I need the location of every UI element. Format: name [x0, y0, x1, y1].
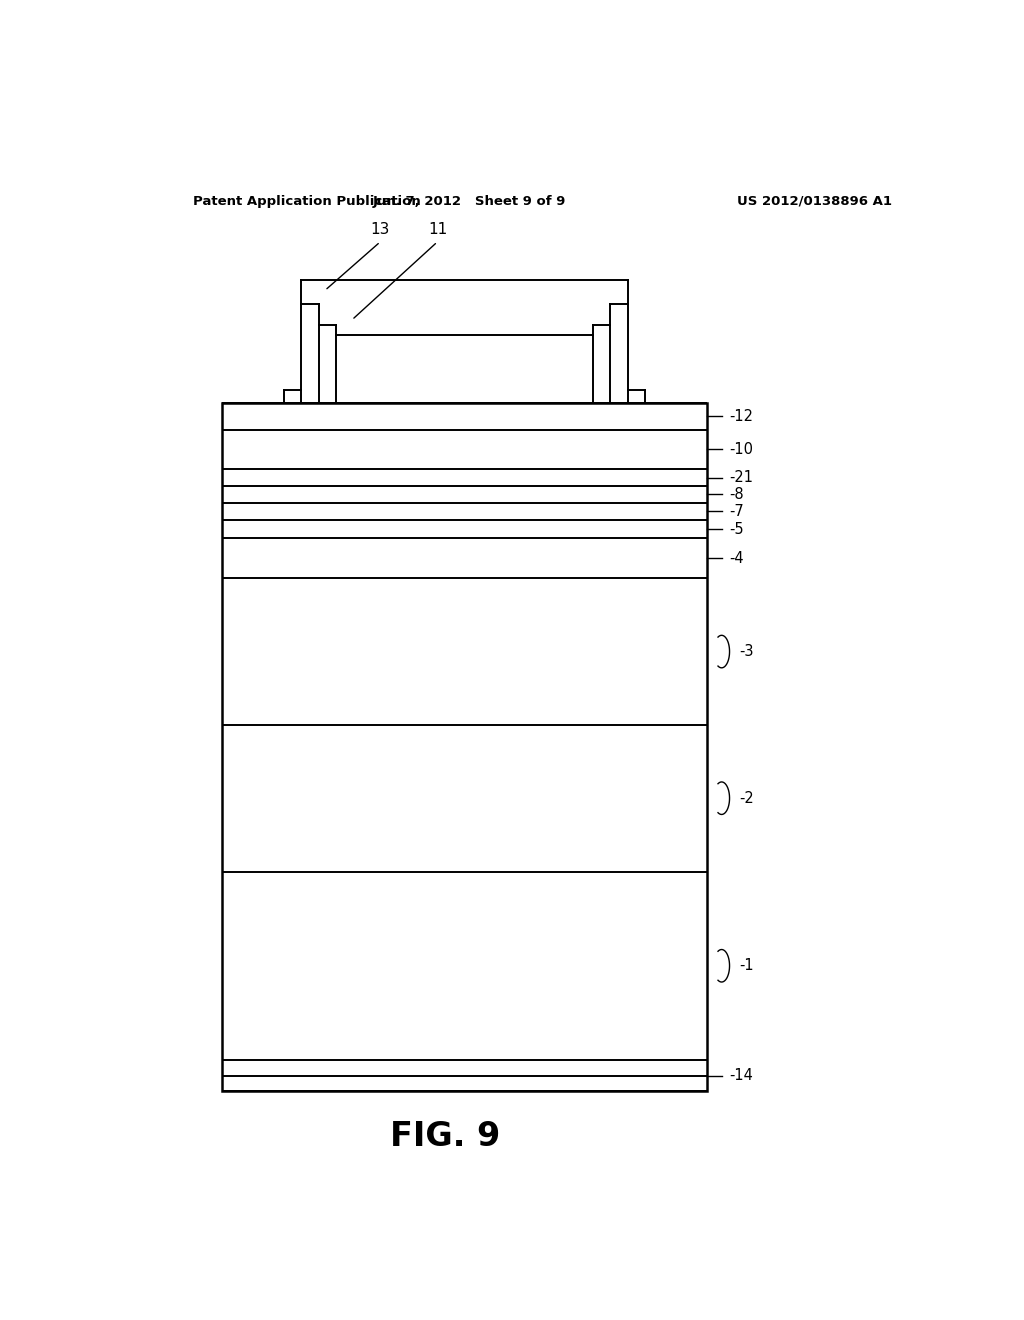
Text: -12: -12 [729, 409, 754, 424]
Bar [221, 404, 708, 1092]
Text: US 2012/0138896 A1: US 2012/0138896 A1 [737, 194, 892, 207]
Text: 13: 13 [371, 222, 390, 236]
Text: 11: 11 [428, 222, 447, 236]
Text: -8: -8 [729, 487, 744, 502]
Text: FIG. 9: FIG. 9 [390, 1119, 501, 1152]
Text: -14: -14 [729, 1068, 754, 1084]
Bar [221, 404, 708, 1092]
Bar [221, 486, 708, 503]
Text: Patent Application Publication: Patent Application Publication [194, 194, 421, 207]
Text: -3: -3 [739, 644, 754, 659]
Text: -21: -21 [729, 470, 754, 486]
Text: -7: -7 [729, 504, 744, 519]
Text: -5: -5 [729, 521, 744, 536]
Text: -2: -2 [739, 791, 754, 805]
Text: Jun. 7, 2012   Sheet 9 of 9: Jun. 7, 2012 Sheet 9 of 9 [373, 194, 566, 207]
Text: -10: -10 [729, 442, 754, 457]
Text: -4: -4 [729, 550, 744, 566]
Text: -1: -1 [739, 958, 754, 973]
